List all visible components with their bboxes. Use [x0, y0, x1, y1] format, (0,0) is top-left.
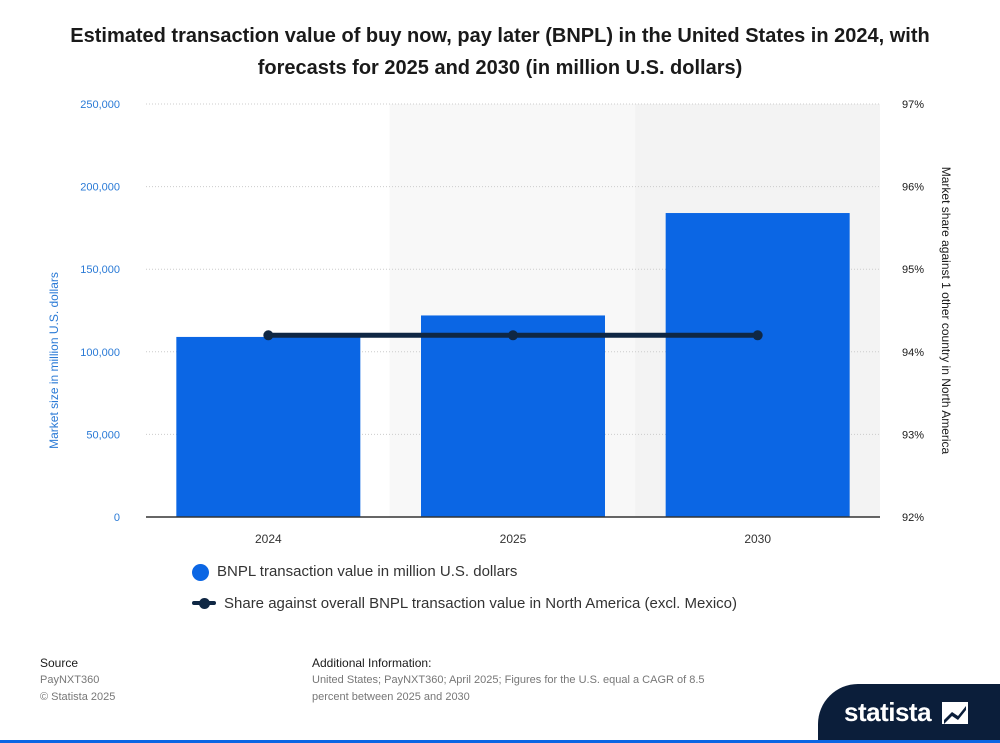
additional-info-heading: Additional Information: — [312, 656, 432, 670]
right-tick-label: 95% — [902, 264, 924, 276]
source-line[interactable]: PayNXT360 — [40, 674, 100, 686]
line-point — [508, 330, 518, 341]
legend-label-bars: BNPL transaction value in million U.S. d… — [217, 563, 518, 580]
legend-item-bars[interactable]: BNPL transaction value in million U.S. d… — [192, 563, 517, 581]
left-tick-label: 250,000 — [80, 99, 120, 111]
left-tick-label: 200,000 — [80, 182, 120, 194]
left-axis-title: Market size in million U.S. dollars — [47, 272, 61, 449]
x-tick-label: 2030 — [744, 532, 771, 546]
logo-text: statista — [844, 697, 932, 727]
source-heading: Source — [40, 656, 79, 670]
chart-title: Estimated transaction value of buy now, … — [70, 25, 930, 79]
left-tick-label: 0 — [114, 512, 120, 524]
bar — [176, 336, 361, 517]
additional-info-block: Additional Information: United States; P… — [312, 655, 732, 706]
legend-bar-marker — [192, 563, 209, 581]
left-tick-label: 100,000 — [80, 347, 120, 359]
legend-line-marker — [192, 597, 216, 609]
bar — [421, 315, 605, 517]
left-tick-label: 50,000 — [86, 429, 120, 441]
legend-label-line: Share against overall BNPL transaction v… — [224, 595, 738, 612]
right-axis-title: Market share against 1 other country in … — [939, 167, 953, 455]
chart-area: 0 50,000 100,000 150,000 200,000 250,000 92% 93… — [47, 99, 953, 546]
statista-logo[interactable]: statista — [818, 684, 1000, 740]
right-tick-label: 93% — [902, 429, 924, 441]
statista-mark-icon — [942, 702, 968, 724]
copyright-line: © Statista 2025 — [40, 691, 116, 703]
line-point — [752, 330, 763, 341]
right-tick-label: 92% — [902, 512, 924, 524]
line-point — [263, 330, 274, 341]
bar — [665, 213, 850, 518]
bottom-accent-line — [0, 740, 1000, 743]
left-tick-label: 150,000 — [80, 264, 120, 276]
right-tick-label: 97% — [902, 99, 924, 111]
x-tick-label: 2024 — [255, 532, 282, 546]
right-tick-label: 94% — [902, 347, 924, 359]
x-tick-label: 2025 — [500, 532, 527, 546]
additional-info-text: United States; PayNXT360; April 2025; Fi… — [312, 674, 705, 703]
source-block: Source PayNXT360 © Statista 2025 — [40, 655, 115, 706]
right-tick-label: 96% — [902, 182, 924, 194]
legend-item-line[interactable]: Share against overall BNPL transaction v… — [192, 595, 737, 612]
